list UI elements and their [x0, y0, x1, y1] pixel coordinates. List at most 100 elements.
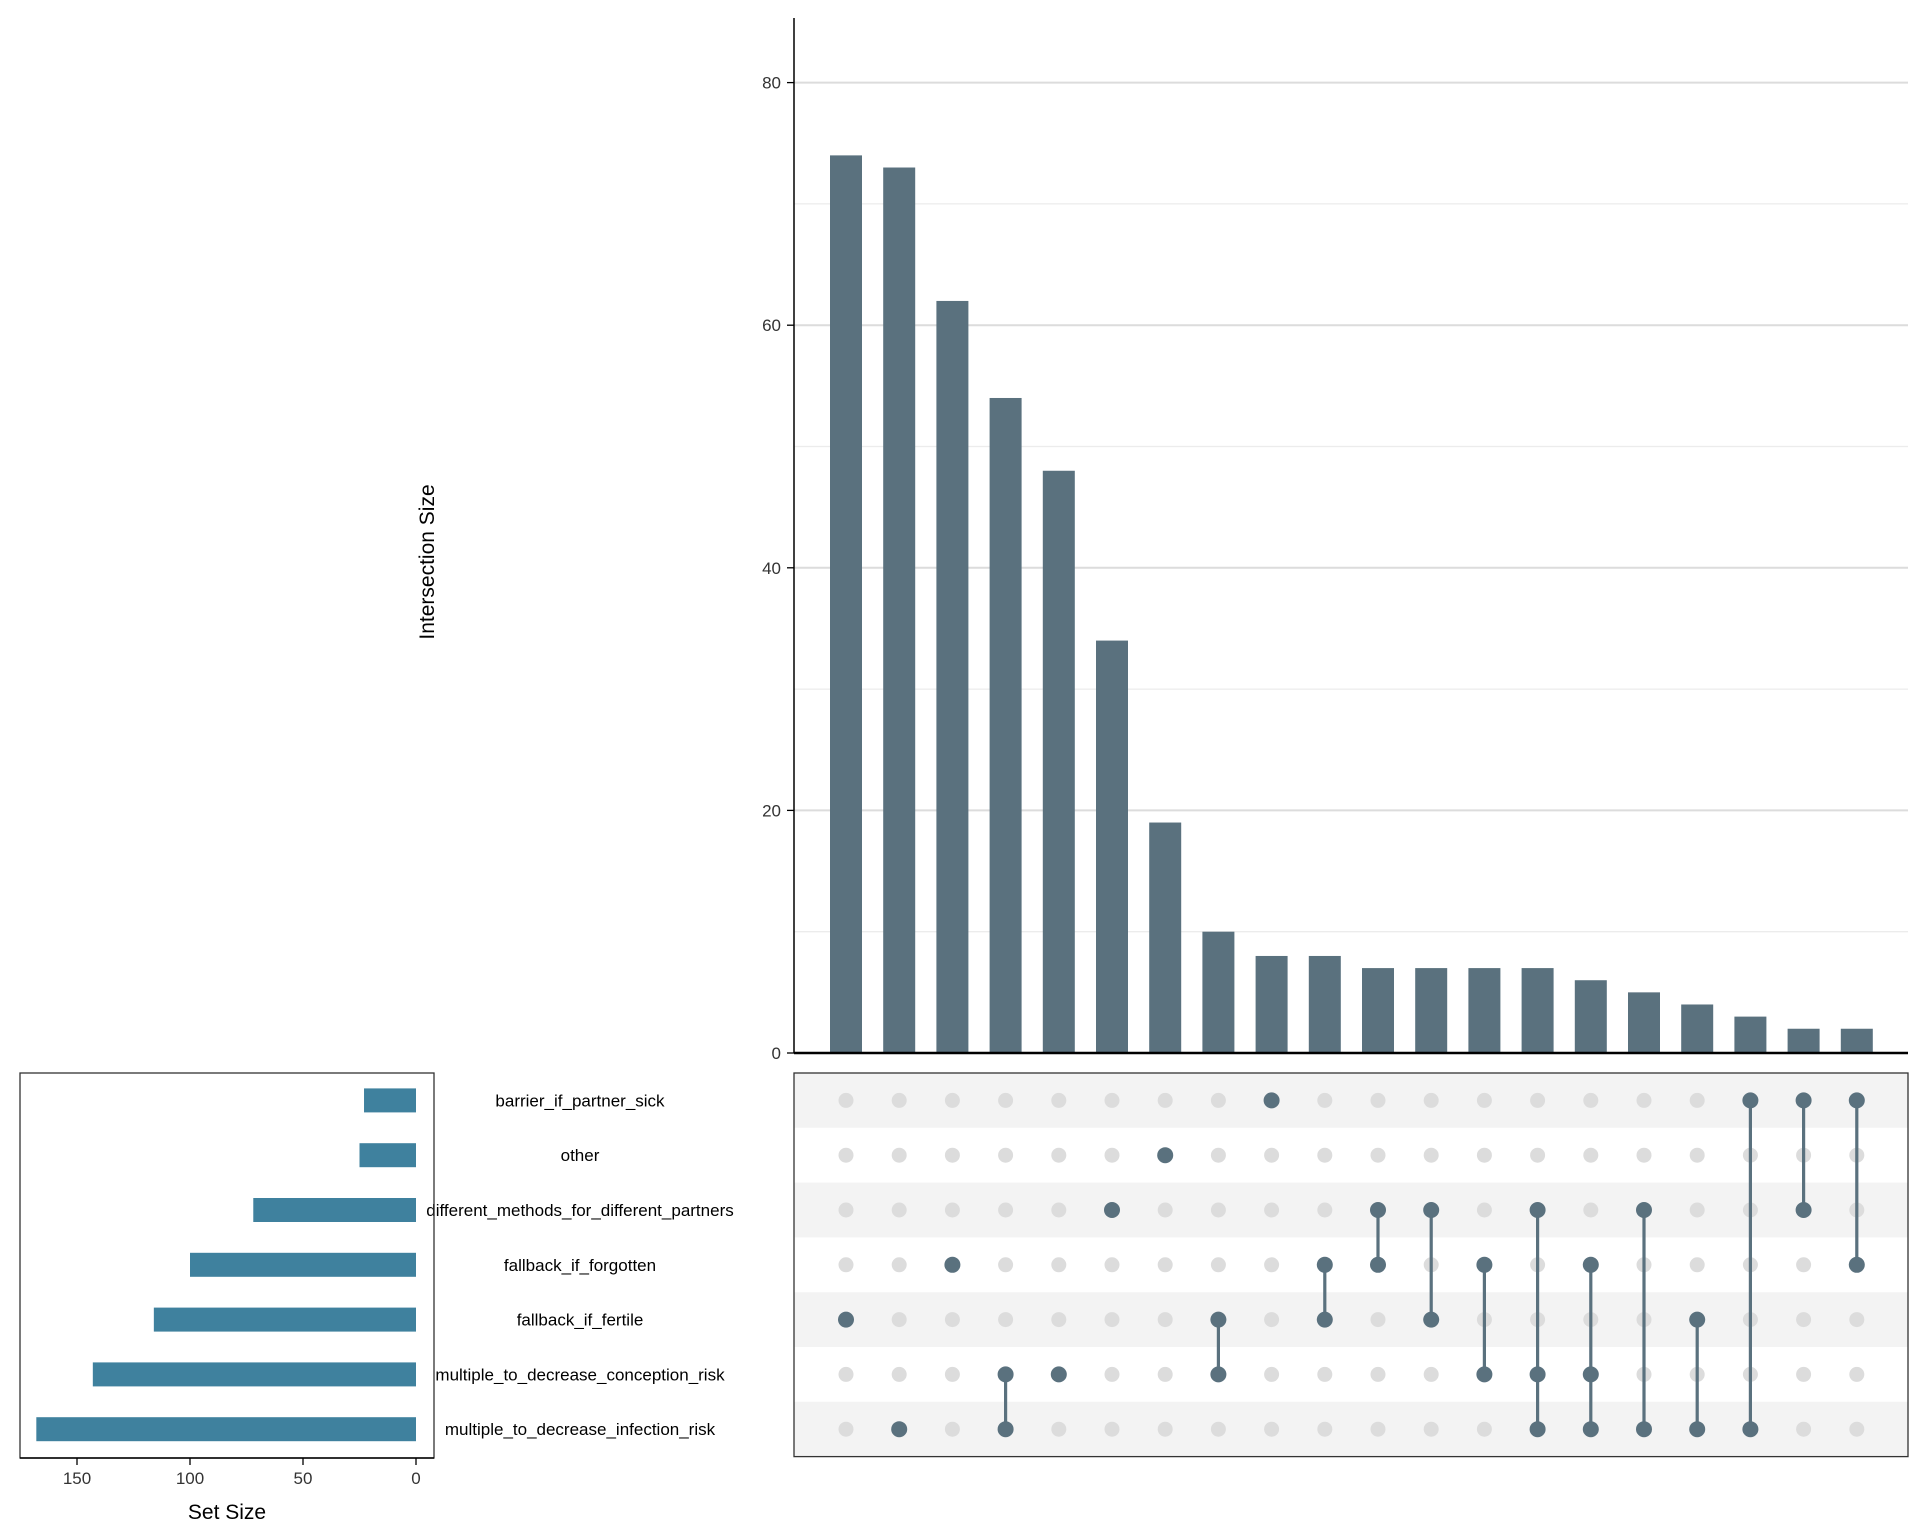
set-label: other: [561, 1146, 600, 1165]
matrix-stripe: [794, 1401, 1908, 1457]
matrix-dot-inactive: [1157, 1312, 1173, 1328]
set-size-bar: [253, 1198, 416, 1222]
matrix-dot-inactive: [1051, 1257, 1067, 1273]
matrix-dot-inactive: [1849, 1366, 1865, 1382]
matrix-dot-active: [1795, 1092, 1812, 1109]
matrix-dot-inactive: [944, 1147, 960, 1163]
set-size-axis-label: Set Size: [188, 1501, 266, 1524]
matrix-dot-inactive: [1370, 1092, 1386, 1108]
y-tick-label: 20: [762, 801, 781, 820]
matrix-dot-active: [1742, 1092, 1759, 1109]
matrix-frame: [793, 1072, 1909, 1458]
matrix-dot-active: [1316, 1311, 1333, 1328]
set-size-bar: [92, 1362, 416, 1387]
matrix-dot-active: [1263, 1092, 1280, 1109]
matrix-dot-inactive: [1157, 1366, 1173, 1382]
matrix-dot-inactive: [1849, 1312, 1865, 1328]
matrix-dot-inactive: [1370, 1421, 1386, 1437]
matrix-dot-inactive: [944, 1202, 960, 1218]
matrix-dot-active: [838, 1311, 854, 1328]
matrix-dot-inactive: [1104, 1092, 1120, 1108]
matrix-dot-inactive: [1264, 1312, 1280, 1328]
set-label: fallback_if_fertile: [517, 1311, 644, 1330]
set-tick-label: 100: [176, 1469, 204, 1488]
matrix-dot-inactive: [1476, 1421, 1492, 1437]
matrix-dot-inactive: [1370, 1366, 1386, 1382]
matrix-dot-inactive: [1423, 1366, 1439, 1382]
y-tick-label: 60: [762, 316, 781, 335]
matrix-dot-inactive: [1796, 1421, 1812, 1437]
matrix-dot-inactive: [1583, 1147, 1599, 1163]
matrix-dot-inactive: [1051, 1312, 1067, 1328]
matrix-dot-active: [1582, 1421, 1599, 1438]
matrix-dot-inactive: [1796, 1366, 1812, 1382]
matrix-dot-inactive: [1423, 1421, 1439, 1437]
matrix-dot-active: [1582, 1256, 1599, 1273]
matrix-dot-inactive: [1210, 1147, 1226, 1163]
y-tick-label: 0: [772, 1044, 781, 1063]
matrix-dot-active: [1476, 1256, 1493, 1273]
matrix-dot-inactive: [838, 1421, 854, 1437]
matrix-dot-active: [1529, 1202, 1546, 1218]
intersection-y-axis: 0 20 40 60 80: [762, 18, 1908, 1063]
intersection-bar: [1255, 955, 1288, 1053]
matrix-dot-inactive: [1583, 1092, 1599, 1108]
matrix-dot-active: [891, 1421, 908, 1438]
intersection-bar: [1787, 1028, 1820, 1053]
matrix-dot-active: [1742, 1421, 1759, 1438]
matrix-dot-active: [1476, 1366, 1493, 1383]
matrix-dot-inactive: [1317, 1202, 1333, 1218]
matrix-stripes: [793, 1072, 1909, 1458]
set-size-axis: 150 100 50 0: [20, 1457, 434, 1488]
matrix-dot-inactive: [1104, 1366, 1120, 1382]
matrix-dot-active: [1370, 1256, 1386, 1273]
matrix-dot-inactive: [1689, 1202, 1705, 1218]
matrix-dot-active: [1423, 1311, 1440, 1328]
matrix-dot-inactive: [891, 1147, 907, 1163]
matrix-dot-inactive: [1210, 1421, 1226, 1437]
matrix-dot-inactive: [1317, 1366, 1333, 1382]
matrix-stripe: [794, 1073, 1908, 1128]
set-size-bar: [190, 1252, 416, 1277]
intersection-bar: [1308, 955, 1341, 1053]
matrix-dot-inactive: [1051, 1421, 1067, 1437]
set-label: barrier_if_partner_sick: [495, 1091, 665, 1110]
intersection-bar: [1521, 968, 1554, 1053]
set-label: multiple_to_decrease_infection_risk: [445, 1420, 716, 1439]
matrix-dot-inactive: [1636, 1147, 1652, 1163]
intersection-gridlines: [794, 81, 1908, 1054]
matrix-dot-active: [997, 1366, 1014, 1383]
matrix-dot-inactive: [1636, 1092, 1652, 1108]
matrix-dot-inactive: [1264, 1421, 1280, 1437]
matrix-dot-inactive: [891, 1202, 907, 1218]
matrix-dot-active: [1582, 1366, 1599, 1383]
matrix-dot-inactive: [838, 1202, 854, 1218]
matrix-dot-active: [1157, 1147, 1174, 1164]
matrix-dot-inactive: [891, 1312, 907, 1328]
matrix-dot-active: [944, 1256, 961, 1273]
intersection-bar: [1681, 1004, 1714, 1053]
matrix-dot-inactive: [1157, 1092, 1173, 1108]
matrix-dot-inactive: [944, 1312, 960, 1328]
set-size-bars: [19, 1072, 435, 1459]
matrix-dot-active: [1689, 1311, 1706, 1328]
matrix-dot-inactive: [1317, 1421, 1333, 1437]
set-tick-label: 50: [294, 1469, 313, 1488]
matrix-dot-inactive: [1104, 1421, 1120, 1437]
set-label: different_methods_for_different_partners: [426, 1201, 733, 1220]
intersection-bar: [1574, 980, 1607, 1053]
matrix-dot-inactive: [1051, 1202, 1067, 1218]
intersection-bar: [1628, 992, 1660, 1053]
matrix-stripe: [794, 1292, 1908, 1347]
matrix-dot-active: [1848, 1092, 1865, 1109]
matrix-dot-active: [1529, 1366, 1546, 1383]
matrix-dot-inactive: [1370, 1312, 1386, 1328]
matrix-dot-inactive: [838, 1366, 854, 1382]
matrix-dot-active: [1689, 1421, 1706, 1438]
intersection-bar: [1096, 640, 1128, 1053]
matrix-dot-active: [1795, 1202, 1812, 1218]
matrix-dot-inactive: [1476, 1147, 1492, 1163]
matrix-dot-inactive: [1157, 1421, 1173, 1437]
matrix-dot-inactive: [998, 1257, 1014, 1273]
